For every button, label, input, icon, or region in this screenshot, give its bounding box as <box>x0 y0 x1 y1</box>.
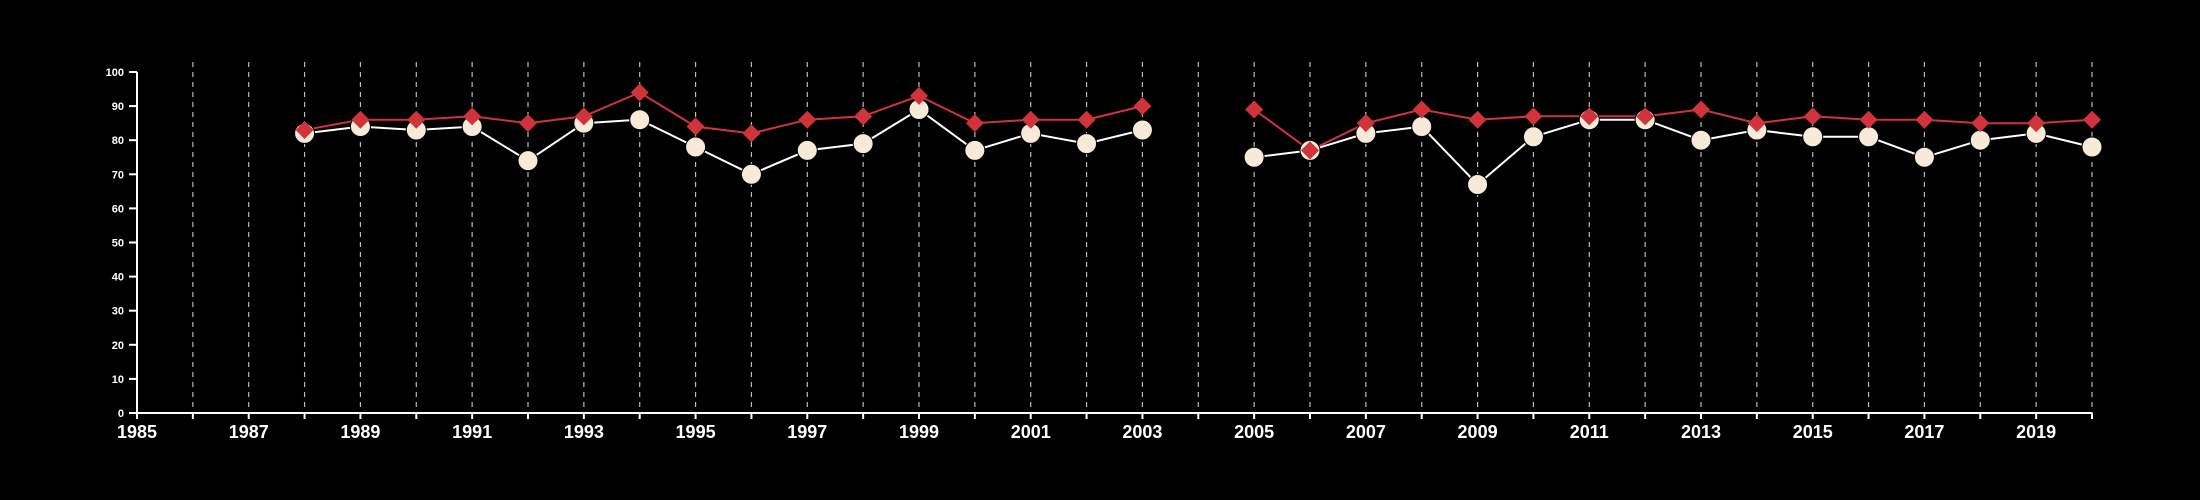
white-point-2013 <box>1690 129 1712 151</box>
white-point-2020 <box>2081 136 2103 158</box>
white-point-2002 <box>1076 133 1098 155</box>
x-tick-label-2011: 2011 <box>1570 422 1609 442</box>
red-point-1994 <box>630 83 649 102</box>
x-tick-label-1991: 1991 <box>452 422 492 442</box>
white-point-1994 <box>629 109 651 131</box>
x-tick-label-2017: 2017 <box>1904 422 1944 442</box>
x-tick-label-2009: 2009 <box>1458 422 1498 442</box>
x-tick-label-2015: 2015 <box>1793 422 1833 442</box>
x-tick-label-2001: 2001 <box>1011 422 1051 442</box>
white-point-2018 <box>1969 129 1991 151</box>
red-point-1991 <box>463 107 482 126</box>
red-point-1996 <box>742 124 761 143</box>
x-tick-label-2019: 2019 <box>2016 422 2056 442</box>
y-tick-label-0: 0 <box>118 408 124 420</box>
red-point-2009 <box>1468 110 1487 129</box>
white-point-2017 <box>1913 146 1935 168</box>
white-point-1995 <box>685 136 707 158</box>
x-tick-label-1989: 1989 <box>340 422 380 442</box>
axes: 0 10 20 30 40 50 60 70 80 90 100 1985 1987 1989 1991 19… <box>106 67 2093 442</box>
x-tick-label-2005: 2005 <box>1234 422 1274 442</box>
red-point-2016 <box>1859 110 1878 129</box>
x-tick-label-2013: 2013 <box>1681 422 1721 442</box>
red-point-2020 <box>2083 110 2101 129</box>
white-point-2016 <box>1858 126 1880 148</box>
red-series-line-1 <box>1253 108 2093 152</box>
white-point-1992 <box>517 150 539 172</box>
red-point-2010 <box>1524 107 1543 126</box>
red-series-line-0 <box>304 91 1143 135</box>
red-point-2008 <box>1412 100 1431 119</box>
red-point-2005 <box>1245 100 1264 119</box>
white-series-line-1 <box>1253 118 2093 186</box>
red-point-2014 <box>1747 114 1766 133</box>
red-point-2015 <box>1803 107 1822 126</box>
red-point-1988 <box>295 120 314 139</box>
red-point-2001 <box>1021 110 1040 129</box>
y-tick-label-50: 50 <box>112 238 124 250</box>
y-tick-label-80: 80 <box>112 135 124 147</box>
white-point-1997 <box>796 139 818 161</box>
white-point-2008 <box>1411 116 1433 138</box>
red-point-2011 <box>1580 107 1599 126</box>
red-point-2000 <box>965 114 984 133</box>
y-tick-label-40: 40 <box>112 272 124 284</box>
red-point-2006 <box>1301 141 1319 160</box>
red-point-2017 <box>1915 110 1934 129</box>
red-point-1995 <box>686 117 705 136</box>
x-tick-label-1993: 1993 <box>564 422 604 442</box>
x-tick-label-2007: 2007 <box>1346 422 1386 442</box>
red-point-1990 <box>407 110 426 129</box>
red-point-2007 <box>1356 114 1375 133</box>
red-point-1993 <box>574 107 593 126</box>
y-tick-label-10: 10 <box>112 374 124 386</box>
white-point-2010 <box>1522 126 1544 148</box>
y-tick-label-30: 30 <box>112 306 124 318</box>
red-point-1992 <box>519 114 537 133</box>
red-point-2018 <box>1971 114 1990 133</box>
x-tick-label-1999: 1999 <box>899 422 939 442</box>
x-tick-label-2003: 2003 <box>1122 422 1162 442</box>
y-tick-label-20: 20 <box>112 340 124 352</box>
red-point-1997 <box>798 110 817 129</box>
grid-lines <box>192 62 2093 413</box>
series-layer <box>294 83 2103 196</box>
red-point-2003 <box>1133 97 1152 116</box>
red-point-1999 <box>910 86 928 105</box>
red-point-2012 <box>1636 107 1655 126</box>
x-tick-label-1987: 1987 <box>229 422 269 442</box>
y-tick-label-60: 60 <box>112 203 124 215</box>
y-tick-label-70: 70 <box>112 169 124 181</box>
white-point-2015 <box>1802 126 1824 148</box>
y-tick-label-90: 90 <box>112 101 124 113</box>
red-point-1989 <box>351 110 370 129</box>
red-point-2013 <box>1692 100 1710 119</box>
white-point-2003 <box>1131 119 1153 141</box>
x-tick-label-1985: 1985 <box>117 422 157 442</box>
red-point-1998 <box>854 107 873 126</box>
red-point-2002 <box>1077 110 1096 129</box>
white-point-1998 <box>852 133 874 155</box>
y-tick-label-100: 100 <box>106 67 124 79</box>
white-point-2000 <box>964 139 986 161</box>
white-series-line-0 <box>304 108 1143 176</box>
x-tick-label-1997: 1997 <box>787 422 827 442</box>
white-point-2005 <box>1243 146 1265 168</box>
white-point-2009 <box>1467 174 1489 196</box>
x-tick-label-1995: 1995 <box>676 422 716 442</box>
white-point-1996 <box>740 163 762 185</box>
red-point-2019 <box>2027 114 2046 133</box>
